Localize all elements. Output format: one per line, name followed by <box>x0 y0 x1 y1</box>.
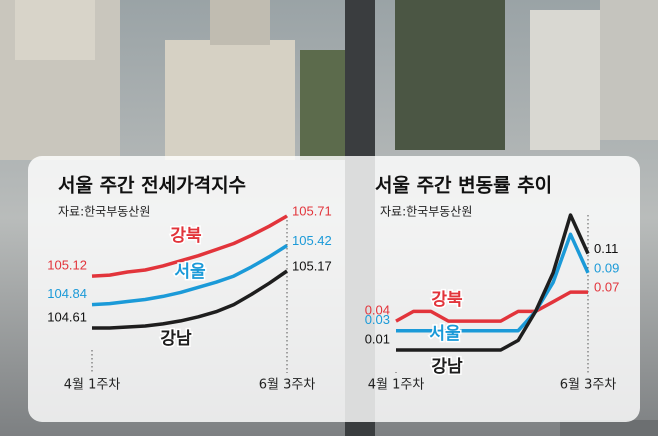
value-label: 104.84 <box>47 286 87 301</box>
series-name: 강북 <box>431 290 463 310</box>
chart-subtitle: 자료:한국부동산원 <box>380 205 472 219</box>
value-label: 0.11 <box>594 241 618 256</box>
x-tick-label: 4월 1주차 <box>368 378 425 393</box>
value-label: 105.17 <box>292 258 332 273</box>
series-line <box>91 244 288 307</box>
series-name: 서울 <box>429 324 461 344</box>
series-line <box>395 290 588 323</box>
value-label: 104.61 <box>47 309 87 324</box>
value-label: 0.04 <box>365 303 390 318</box>
x-tick-label: 6월 3주차 <box>259 378 316 393</box>
value-label: 0.09 <box>594 260 619 275</box>
chart-title: 서울 주간 전세가격지수 <box>58 175 246 197</box>
chart-subtitle: 자료:한국부동산원 <box>58 205 150 219</box>
series-line <box>396 213 590 352</box>
series-line <box>396 232 590 333</box>
value-label: 0.01 <box>365 331 390 346</box>
series-name: 서울 <box>174 262 206 282</box>
value-label: 0.03 <box>365 312 390 327</box>
panel <box>28 156 640 422</box>
value-label: 105.71 <box>292 203 332 218</box>
value-label: 105.42 <box>292 233 332 248</box>
series-name: 강남 <box>431 357 463 377</box>
series-name: 강북 <box>170 226 202 246</box>
value-label: 0.07 <box>594 280 619 295</box>
value-label: 105.12 <box>47 258 87 273</box>
x-tick-label: 4월 1주차 <box>64 378 121 393</box>
x-tick-label: 6월 3주차 <box>560 378 617 393</box>
chart-title: 서울 주간 변동률 추이 <box>375 175 552 197</box>
series-name: 강남 <box>160 329 192 349</box>
series-line <box>91 214 288 278</box>
series-line <box>92 269 288 330</box>
